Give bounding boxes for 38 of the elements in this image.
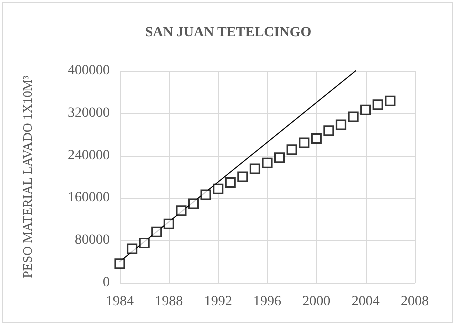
point xyxy=(360,104,372,116)
point xyxy=(250,164,261,174)
point xyxy=(311,134,322,144)
point xyxy=(324,126,334,136)
point xyxy=(225,178,236,188)
x-tick-label: 1992 xyxy=(204,294,232,310)
y-axis-title: PESO MATERIAL LAVADO 1X10M³ xyxy=(20,76,35,278)
point xyxy=(286,144,298,156)
y-tick-label: 400000 xyxy=(68,64,110,78)
y-tick-label: 160000 xyxy=(68,190,110,206)
point xyxy=(299,138,310,148)
point xyxy=(164,218,174,230)
point xyxy=(372,100,384,110)
x-tick-label: 1984 xyxy=(106,294,134,310)
point xyxy=(385,96,396,107)
x-tick-label: 2004 xyxy=(352,294,380,310)
point xyxy=(152,226,162,238)
point xyxy=(238,172,248,182)
chart-title: SAN JUAN TETELCINGO xyxy=(145,26,312,40)
x-tick-label: 2008 xyxy=(401,294,429,310)
x-tick-label: 1988 xyxy=(155,294,184,310)
point xyxy=(126,244,138,254)
x-tick-label: 2000 xyxy=(302,294,331,310)
x-tick-label: 1996 xyxy=(254,294,282,310)
point xyxy=(336,120,347,130)
point xyxy=(188,198,200,210)
point xyxy=(262,158,273,169)
y-tick-label: 240000 xyxy=(68,148,110,164)
y-tick-label: 80000 xyxy=(75,233,110,248)
point xyxy=(176,206,187,216)
y-tick-label: 0 xyxy=(103,276,110,290)
point xyxy=(200,190,212,200)
point xyxy=(348,112,359,122)
point xyxy=(139,238,150,249)
point xyxy=(274,152,286,164)
y-tick-label: 320000 xyxy=(68,106,110,121)
point xyxy=(114,258,126,270)
point xyxy=(213,184,224,194)
